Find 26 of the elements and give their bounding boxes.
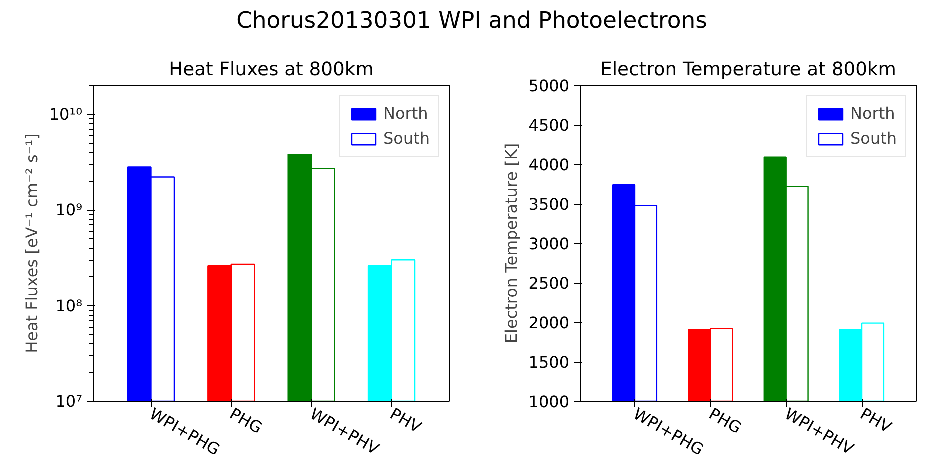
legend-label: North	[384, 104, 428, 123]
y-axis-title: Electron Temperature [K]	[502, 143, 521, 344]
legend-label: South	[384, 129, 430, 148]
legend-label: South	[850, 129, 897, 148]
x-tick-label: PHG	[706, 404, 745, 438]
y-tick-label: 4500	[528, 116, 570, 135]
y-tick-label: 3500	[528, 195, 570, 214]
chart-title: Heat Fluxes at 800km	[169, 60, 374, 80]
y-tick-label: 3000	[528, 234, 570, 254]
text: Chorus20130301 WPI and Photoelectrons	[236, 7, 708, 36]
y-axis-title: Heat Fluxes [eV⁻¹ cm⁻² s⁻¹]	[22, 134, 42, 354]
x-tick-label: PHG	[226, 404, 266, 438]
y-tick-label: 1500	[528, 353, 570, 372]
x-tick-label: PHV	[387, 404, 425, 437]
y-tick-label: 10⁸	[56, 296, 83, 316]
y-tick-label: 10⁹	[56, 200, 83, 220]
y-tick-label: 5000	[528, 76, 570, 96]
y-tick-label: 4000	[528, 156, 570, 174]
y-tick-label: 1000	[528, 392, 570, 412]
legend-label: North	[850, 104, 896, 123]
y-tick-label: 10⁷	[56, 392, 83, 411]
y-tick-label: 2500	[528, 274, 570, 293]
y-tick-label: 10¹⁰	[49, 104, 82, 124]
x-tick-label: PHV	[857, 404, 896, 437]
y-tick-label: 2000	[528, 314, 570, 332]
chart-title: Electron Temperature at 800km	[600, 60, 896, 80]
